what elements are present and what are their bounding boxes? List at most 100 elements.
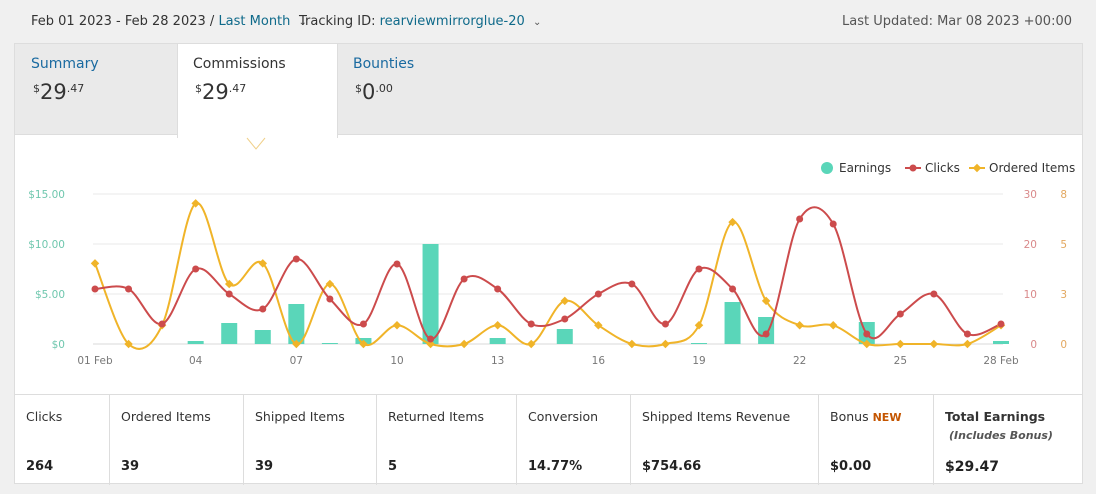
earnings-bar (422, 244, 439, 344)
chevron-down-icon[interactable]: ⌄ (532, 17, 542, 28)
earnings-bar (187, 341, 204, 344)
clicks-point (460, 275, 468, 283)
tab-bar: Summary $29.47 Commissions $29.47 Bounti… (15, 44, 1082, 138)
earnings-bar (993, 341, 1009, 344)
clicks-point (997, 320, 1005, 328)
ordered-items-point (258, 259, 268, 268)
y-axis-earnings-tick: $0 (52, 339, 65, 351)
legend-label: Clicks (925, 161, 960, 175)
ordered-items-point (929, 339, 939, 349)
legend-label: Earnings (839, 161, 891, 175)
clicks-point (729, 285, 737, 293)
legend-earnings: Earnings (821, 161, 891, 175)
tab-commissions[interactable]: Commissions $29.47 (177, 44, 338, 138)
stat-label: Conversion (528, 409, 599, 424)
clicks-point (594, 290, 602, 298)
earnings-bar (254, 330, 271, 344)
y-axis-earnings-tick: $10.00 (28, 239, 65, 251)
ordered-items-point (828, 321, 838, 330)
earnings-card: Summary $29.47 Commissions $29.47 Bounti… (14, 43, 1083, 485)
stat-label: Shipped Items (255, 409, 345, 424)
stat-value: $754.66 (642, 459, 702, 474)
ordered-items-point (90, 259, 100, 268)
stat-value: $29.47 (945, 459, 1000, 475)
ordered-items-point (359, 339, 368, 349)
stat-value: $0.00 (830, 459, 872, 474)
clicks-point (661, 320, 669, 328)
y-axis-ordered-tick: 8 (1060, 189, 1067, 201)
ordered-items-point (124, 339, 133, 349)
y-axis-clicks-tick: 20 (1024, 239, 1037, 251)
clicks-point (259, 305, 267, 313)
ordered-items-point (862, 339, 872, 349)
ordered-items-point (896, 339, 905, 349)
earnings-bar (724, 302, 741, 344)
clicks-point (359, 320, 367, 328)
earnings-chart: $0 $5.00 $10.00 $15.00 0 10 20 30 0 3 5 8 01 Feb 04 07… (28, 137, 1075, 367)
clicks-point (326, 295, 334, 303)
tab-commissions-value: $29.47 (195, 80, 247, 104)
x-axis-tick: 10 (390, 355, 403, 367)
stat-ordered-items: Ordered Items 39 (110, 395, 244, 485)
last-updated-text: Last Updated: Mar 08 2023 +00:00 (842, 14, 1072, 29)
ordered-items-point (761, 296, 771, 306)
ordered-items-point (426, 339, 435, 349)
tab-bounties[interactable]: Bounties $0.00 (337, 44, 497, 134)
stat-label: Clicks (26, 409, 63, 424)
ordered-items-point (560, 296, 570, 306)
x-axis-tick: 19 (692, 355, 705, 367)
stat-value: 14.77% (528, 459, 583, 474)
clicks-point (896, 310, 904, 318)
tracking-id-label: Tracking ID: (299, 14, 376, 29)
clicks-point (158, 320, 166, 328)
active-tab-caret (246, 137, 266, 150)
clicks-point (527, 320, 535, 328)
ordered-items-point (795, 321, 804, 330)
tab-bounties-label: Bounties (353, 56, 415, 72)
stat-shipped-items: Shipped Items 39 (244, 395, 377, 485)
y-axis-ordered-tick: 3 (1060, 289, 1067, 301)
y-axis-clicks-tick: 30 (1024, 189, 1037, 201)
chevron-down-icon[interactable]: ⌄ (298, 17, 307, 28)
clicks-point (628, 280, 636, 288)
stat-value: 5 (388, 459, 398, 474)
clicks-point (125, 285, 133, 293)
ordered-items-point (191, 199, 200, 208)
legend-swatch (972, 163, 982, 173)
stat-conversion: Conversion 14.77% (517, 395, 631, 485)
earnings-bar (288, 304, 305, 344)
ordered-items-point (493, 321, 502, 330)
stat-value: 39 (255, 459, 274, 474)
tab-summary[interactable]: Summary $29.47 (15, 44, 177, 134)
ordered-items-point (392, 321, 402, 330)
clicks-point (829, 220, 837, 228)
date-range-selector[interactable]: Feb 01 2023 - Feb 28 2023 / Last Month ⌄ (31, 14, 307, 29)
stat-label: Ordered Items (121, 409, 211, 424)
x-axis-tick: 13 (491, 355, 504, 367)
earnings-bar (221, 323, 238, 344)
stat-label: Shipped Items Revenue (642, 409, 791, 424)
stat-clicks: Clicks 264 (15, 395, 110, 485)
ordered-items-point (325, 279, 335, 289)
clicks-point (393, 260, 401, 268)
range-preset-link[interactable]: Last Month (218, 14, 291, 29)
stat-label: Bonus NEW (830, 409, 902, 424)
stat-label: Returned Items (388, 409, 485, 424)
date-range-text: Feb 01 2023 - Feb 28 2023 / (31, 14, 215, 29)
y-axis-ordered-tick: 5 (1060, 239, 1067, 251)
x-axis-tick: 01 Feb (77, 355, 113, 367)
tracking-id-link[interactable]: rearviewmirrorglue-20 (379, 14, 525, 29)
ordered-items-point (292, 339, 301, 349)
legend-label: Ordered Items (989, 161, 1075, 175)
stat-value: 39 (121, 459, 140, 474)
x-axis-tick: 04 (189, 355, 203, 367)
ordered-items-point (594, 321, 603, 330)
stats-row: Clicks 264 Ordered Items 39 Shipped Item… (15, 394, 1082, 485)
stat-total-earnings: Total Earnings (Includes Bonus) $29.47 (934, 395, 1082, 485)
y-axis-clicks-tick: 0 (1030, 339, 1037, 351)
ordered-items-point (661, 339, 670, 349)
ordered-items-point (526, 339, 536, 349)
x-axis-tick: 16 (592, 355, 606, 367)
tracking-id-selector[interactable]: Tracking ID: rearviewmirrorglue-20 ⌄ (299, 14, 541, 29)
earnings-bar (691, 343, 707, 344)
